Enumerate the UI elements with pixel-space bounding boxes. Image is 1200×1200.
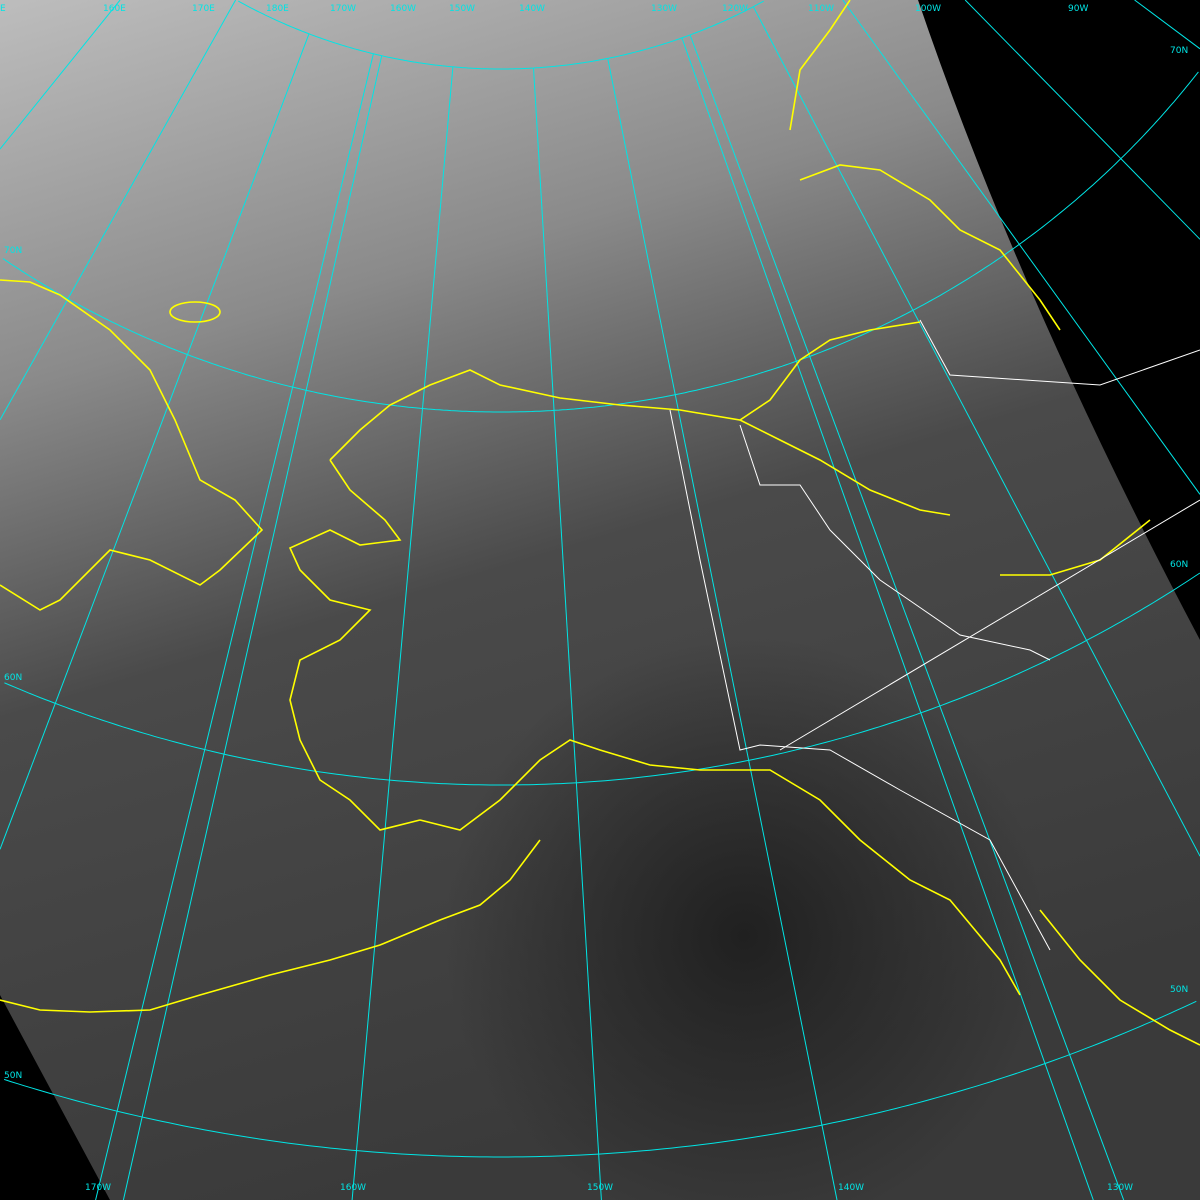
grid-label-top: 160W	[390, 4, 417, 14]
longitude-line	[95, 53, 374, 1200]
longitude-line	[0, 0, 121, 150]
latitude-line	[237, 0, 765, 70]
grid-label-left: 60N	[4, 673, 23, 683]
longitude-line	[0, 33, 310, 850]
coastline-canada-northwest	[789, 0, 851, 131]
grid-label-bottom: 130W	[1107, 1183, 1134, 1193]
coastlines	[0, 0, 1200, 1046]
grid-label-top: 160E	[103, 4, 126, 14]
grid-label-left: 50N	[4, 1071, 23, 1081]
grid-label-left: 70N	[4, 246, 23, 256]
longitude-line	[0, 0, 237, 421]
grid-label-top: 140W	[519, 4, 546, 14]
coastline-chukotka	[0, 279, 264, 611]
grid-label-right: 50N	[1170, 985, 1189, 995]
grid-label-top: 170E	[192, 4, 215, 14]
longitude-line	[964, 0, 1200, 240]
coastline-hudson-bay	[1000, 519, 1151, 576]
longitude-line	[842, 0, 1200, 495]
coastline-canada-arctic	[799, 164, 1061, 331]
coastline-alaska-north-west	[329, 321, 921, 461]
longitude-line	[1134, 0, 1200, 50]
longitude-line	[122, 55, 383, 1200]
latitude-line	[2, 71, 1199, 413]
longitude-line	[752, 6, 1200, 857]
grid-label-top: 150W	[449, 4, 476, 14]
border-bc-yukon	[779, 499, 1200, 751]
border-alaska-canada	[669, 409, 1051, 951]
grid-label-bottom: 160W	[340, 1183, 367, 1193]
longitude-line	[533, 67, 602, 1200]
grid-label-top: E	[0, 4, 6, 14]
longitude-line	[607, 58, 838, 1200]
coastline-bc	[1039, 909, 1200, 1046]
grid-label-bottom: 170W	[85, 1183, 112, 1193]
longitude-line	[351, 66, 454, 1200]
grid-label-top: 130W	[651, 4, 678, 14]
grid-label-top: 170W	[330, 4, 357, 14]
latitude-line	[3, 1000, 1197, 1158]
grid-label-bottom: 140W	[838, 1183, 865, 1193]
grid-label-bottom: 150W	[587, 1183, 614, 1193]
grid-label-top: 110W	[808, 4, 835, 14]
grid-label-right: 60N	[1170, 560, 1189, 570]
grid-label-right: 70N	[1170, 46, 1189, 56]
coastline-aleutians	[0, 839, 541, 1013]
coastline-alaska-peninsula	[419, 739, 1021, 996]
latitude-line	[4, 572, 1200, 786]
longitude-line	[689, 34, 1125, 1200]
grid-label-top: 120W	[722, 4, 749, 14]
grid-label-top: 90W	[1068, 4, 1089, 14]
longitude-line	[681, 37, 1094, 1200]
border-yukon-nwt	[739, 424, 1051, 661]
coastline-canada-inland	[739, 419, 951, 516]
political-borders	[669, 319, 1200, 951]
border-nwt-nunavut	[919, 319, 1200, 386]
grid-label-top: 180E	[266, 4, 289, 14]
island-st-lawrence	[169, 301, 221, 323]
grid-label-top: 100W	[915, 4, 942, 14]
coastline-alaska-west	[288, 459, 421, 831]
